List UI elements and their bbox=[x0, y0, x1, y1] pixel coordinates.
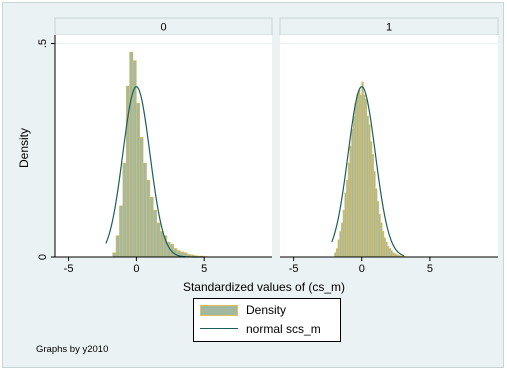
normal-density-curve bbox=[331, 86, 405, 257]
histogram-bar bbox=[156, 222, 161, 258]
histogram-bar bbox=[129, 51, 134, 258]
x-axis-label: Standardized values of (cs_m) bbox=[183, 280, 345, 294]
histogram-bar bbox=[115, 235, 120, 258]
histogram-bar bbox=[136, 103, 141, 258]
panel-title: 0 bbox=[160, 22, 166, 34]
histogram-bar bbox=[159, 231, 164, 258]
x-axis-panel-0: -5 0 5 bbox=[55, 256, 272, 275]
y-axis-label: Density bbox=[17, 128, 31, 168]
graphs-by-note: Graphs by y2010 bbox=[36, 344, 109, 355]
x-tick-label: 5 bbox=[427, 263, 433, 275]
histogram-bar bbox=[146, 179, 151, 258]
x-tick-label: -5 bbox=[289, 263, 299, 275]
panel-title: 1 bbox=[386, 22, 392, 34]
plot-area bbox=[280, 35, 498, 257]
y-tick-label: 0 bbox=[37, 254, 49, 260]
histogram-bar bbox=[112, 252, 117, 258]
y-tick-label: .5 bbox=[37, 39, 49, 48]
x-axes: -5 0 5 -5 0 5 bbox=[55, 256, 498, 275]
legend-item-density: Density bbox=[200, 301, 336, 319]
x-tick-label: -5 bbox=[64, 263, 74, 275]
histogram-bar bbox=[139, 137, 144, 258]
y-axis: 0.5 bbox=[37, 35, 56, 260]
histogram-bar bbox=[149, 196, 154, 258]
legend: Density normal scs_m bbox=[193, 298, 341, 342]
x-tick-label: 0 bbox=[133, 263, 139, 275]
panel-1: 1 bbox=[279, 17, 499, 258]
histogram-bar bbox=[153, 209, 158, 258]
histogram-bar bbox=[173, 248, 178, 258]
plot-area bbox=[55, 35, 272, 257]
legend-swatch-line bbox=[200, 328, 238, 329]
legend-item-normal: normal scs_m bbox=[200, 320, 336, 338]
histogram-bar bbox=[122, 162, 127, 258]
x-tick-label: 0 bbox=[359, 263, 365, 275]
histogram-bar bbox=[142, 162, 147, 258]
histogram-bar bbox=[119, 205, 124, 258]
legend-label-density: Density bbox=[246, 303, 287, 317]
x-tick-label: 5 bbox=[201, 263, 207, 275]
legend-label-normal: normal scs_m bbox=[246, 322, 321, 336]
panel-0: 0 bbox=[54, 17, 273, 258]
legend-swatch-bars bbox=[200, 305, 238, 316]
x-axis-panel-1: -5 0 5 bbox=[280, 256, 498, 275]
